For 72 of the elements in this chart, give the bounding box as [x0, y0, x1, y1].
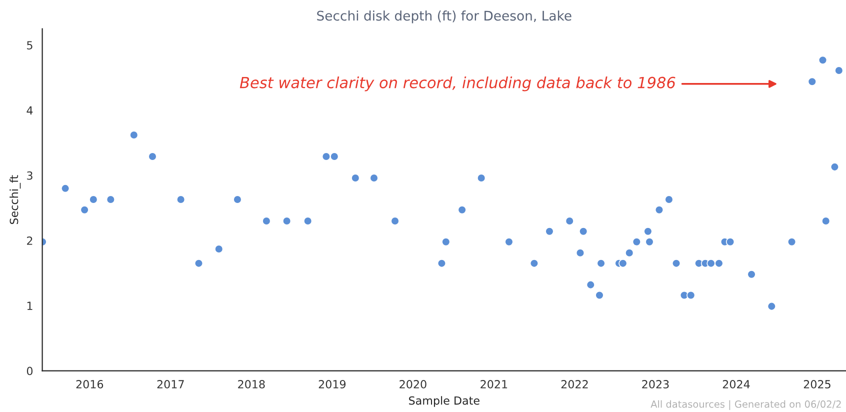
point: [618, 258, 628, 268]
y-tick-label: 3: [27, 171, 32, 180]
point: [351, 174, 360, 182]
point: [282, 216, 292, 226]
point: [476, 174, 486, 182]
x-tick-label: 2022: [561, 380, 588, 388]
point: [106, 195, 116, 204]
text: All datasources | Generated on 06/02/2: [650, 400, 841, 410]
point: [565, 216, 574, 226]
point: [726, 237, 735, 246]
x-tick-label: 2023: [642, 380, 669, 388]
x-tick-label: 2016: [76, 380, 104, 388]
point: [330, 152, 339, 161]
point: [654, 206, 664, 214]
point: [176, 195, 186, 204]
x-tick-label: 2018: [238, 380, 265, 388]
point: [830, 162, 840, 172]
x-tick-label: 2017: [157, 380, 184, 388]
point: [625, 248, 634, 258]
point: [89, 195, 98, 204]
point: [576, 248, 585, 258]
point: [390, 216, 400, 226]
point: [706, 258, 716, 268]
point: [442, 237, 450, 246]
point: [747, 270, 756, 279]
point: [595, 290, 604, 300]
point: [194, 258, 204, 268]
point: [370, 174, 378, 182]
x-tick-label: 2019: [318, 380, 346, 388]
point: [504, 237, 514, 246]
y-tick-label: 1: [27, 302, 32, 310]
x-tick-label: 2024: [722, 380, 750, 388]
point: [262, 216, 271, 226]
point: [437, 258, 446, 268]
x-tick-label: 2021: [480, 380, 508, 388]
point: [60, 184, 70, 193]
y-tick-label: 4: [26, 106, 33, 114]
chart-title: Secchi disk depth (ft) for Deeson, Lake: [317, 10, 572, 24]
point: [214, 244, 224, 254]
point: [322, 152, 331, 161]
point: [148, 152, 157, 161]
y-tick-label: 0: [26, 366, 33, 376]
x-axis-title: Sample Date: [409, 396, 480, 407]
point: [664, 195, 674, 204]
y-axis-title: Secchi_ft: [10, 175, 21, 224]
point: [530, 258, 539, 268]
point: [233, 195, 242, 204]
x-tick-label: 2020: [400, 380, 426, 388]
point: [767, 302, 776, 311]
point: [303, 216, 312, 226]
point: [822, 216, 830, 226]
point: [578, 227, 588, 236]
x-tick-label: 2025: [804, 380, 830, 388]
point: [80, 206, 89, 214]
point: [818, 56, 828, 64]
point: [645, 237, 654, 246]
point: [632, 237, 642, 246]
point: [714, 258, 724, 268]
point: [130, 130, 138, 140]
point: [672, 258, 681, 268]
point: [787, 237, 796, 246]
y-tick-label: 2: [27, 236, 32, 245]
point: [686, 290, 696, 300]
point: [586, 280, 595, 290]
point: [834, 66, 844, 75]
point: [458, 206, 466, 214]
y-tick-label: 5: [27, 41, 32, 50]
point: [644, 227, 652, 236]
point: [545, 227, 554, 236]
point: [596, 258, 606, 268]
annotation: Best water clarity on record, including data back to 1986: [240, 76, 676, 92]
point: [808, 77, 816, 86]
